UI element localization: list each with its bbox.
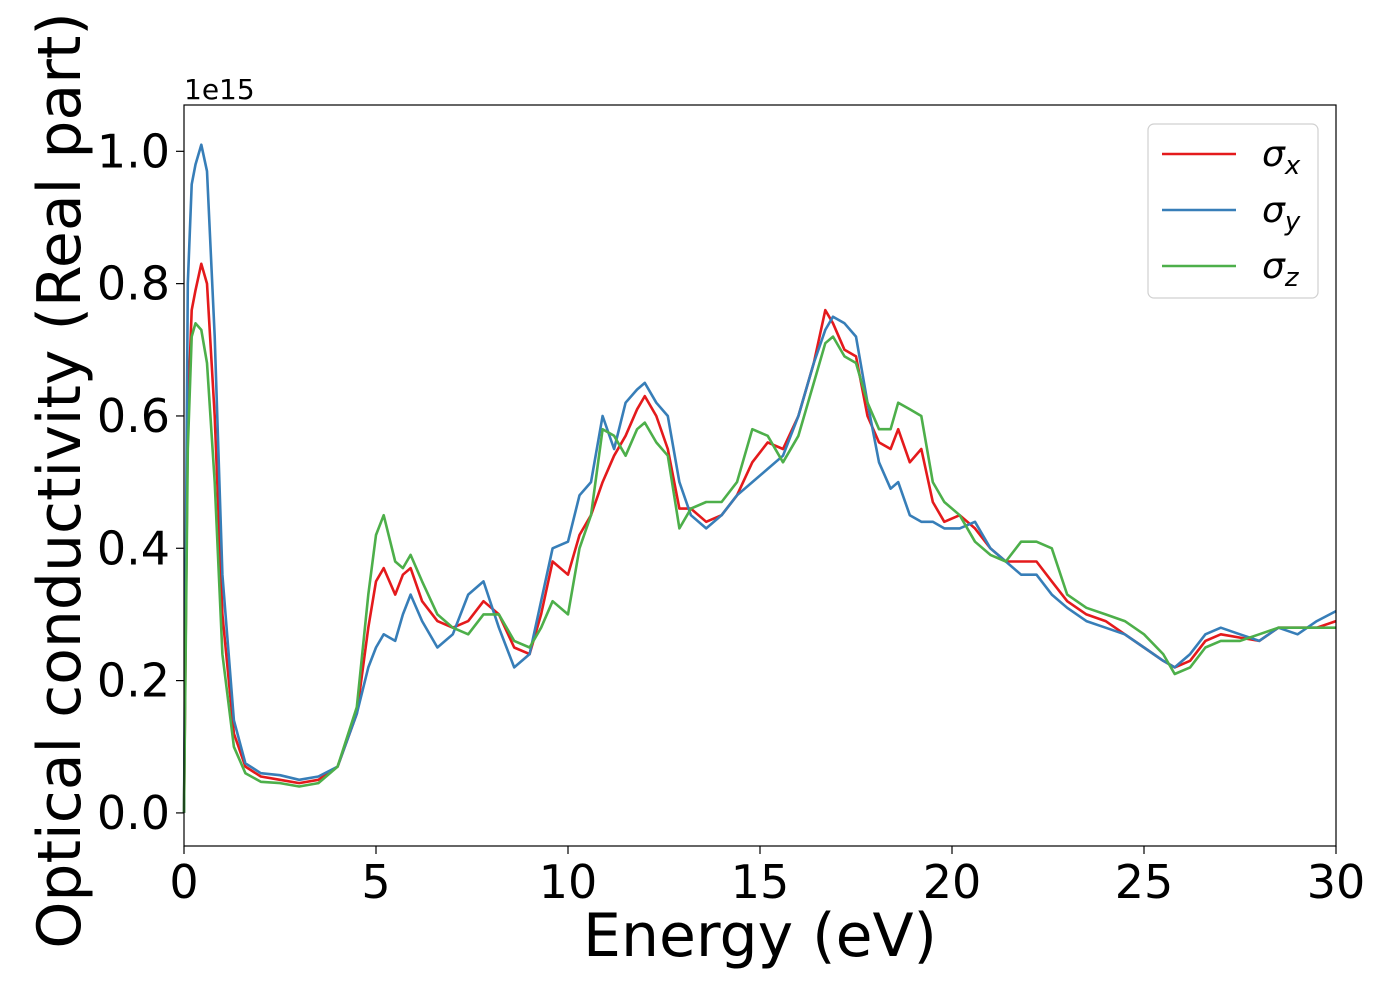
y-tick-label: 1.0 (97, 124, 170, 178)
x-tick-label: 30 (1307, 855, 1366, 909)
legend-subscript: y (1284, 207, 1301, 237)
y-tick-label: 0.6 (97, 389, 170, 443)
y-tick-label: 0.4 (97, 521, 170, 575)
x-tick-label: 20 (923, 855, 982, 909)
x-tick-label: 10 (539, 855, 598, 909)
y-tick-label: 0.2 (97, 654, 170, 708)
legend-subscript: z (1284, 263, 1300, 293)
x-tick-label: 0 (169, 855, 198, 909)
legend-label-z: σz (1262, 246, 1300, 293)
y-offset-label: 1e15 (184, 73, 255, 106)
legend-label-x: σx (1262, 134, 1301, 181)
series-line-z (182, 321, 1336, 813)
y-tick-label: 0.0 (97, 786, 170, 840)
y-axis-title: Optical conductivity (Real part) (25, 12, 95, 949)
x-axis-title: Energy (eV) (583, 901, 937, 971)
x-tick-label: 25 (1115, 855, 1174, 909)
legend-symbol: σ (1262, 134, 1286, 175)
x-tick-label: 5 (361, 855, 390, 909)
legend-label-y: σy (1262, 190, 1301, 237)
y-axis: 0.0 0.2 0.4 0.6 0.8 1.0 (97, 124, 184, 840)
legend-symbol: σ (1262, 246, 1286, 287)
series-layer (182, 143, 1337, 813)
series-line-x (182, 262, 1337, 813)
x-tick-label: 15 (731, 855, 790, 909)
y-tick-label: 0.8 (97, 257, 170, 311)
legend-subscript: x (1284, 151, 1301, 181)
legend-symbol: σ (1262, 190, 1286, 231)
x-axis: 0 5 10 15 20 25 30 (169, 846, 1365, 909)
